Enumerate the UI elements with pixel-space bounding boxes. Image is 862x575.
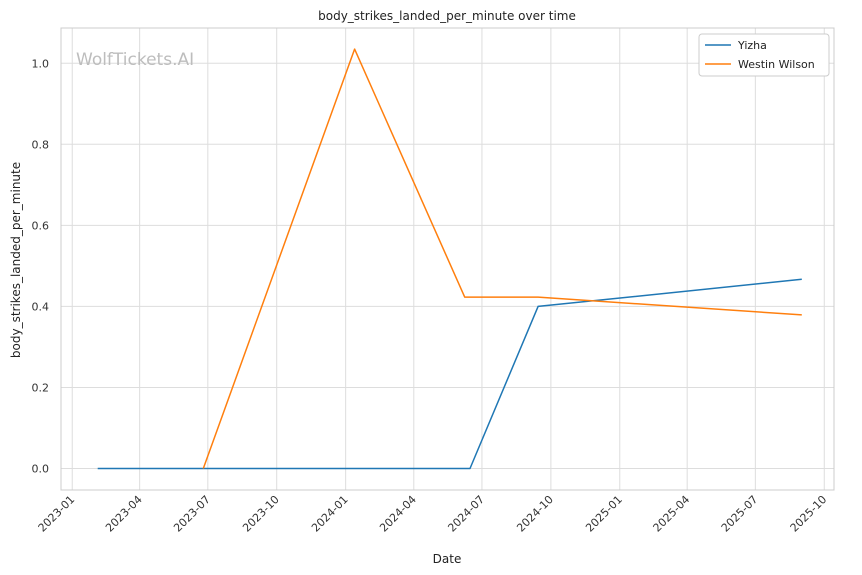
x-tick-label: 2023-01: [36, 493, 78, 535]
plot-frame: [60, 27, 835, 491]
legend: Yizha Westin Wilson: [698, 33, 830, 77]
y-tick-label: 0.8: [32, 138, 50, 151]
series-lines: [97, 48, 802, 470]
x-tick-label: 2024-04: [377, 493, 419, 535]
x-tick-labels: 2023-01 2023-04 2023-07 2023-10 2024-01 2024-…: [36, 493, 830, 535]
x-tick-label: 2024-10: [514, 493, 556, 535]
y-tick-label: 0.4: [32, 300, 50, 313]
x-tick-label: 2025-07: [719, 493, 761, 535]
legend-box: [698, 33, 830, 77]
x-axis-label: Date: [433, 552, 462, 566]
y-tick-label: 1.0: [32, 57, 50, 70]
x-tick-label: 2024-01: [309, 493, 351, 535]
x-tick-label: 2023-07: [171, 493, 213, 535]
chart-title: body_strikes_landed_per_minute over time: [318, 9, 576, 23]
y-tick-labels: 0.0 0.2 0.4 0.6 0.8 1.0: [32, 57, 50, 475]
y-tick-label: 0.6: [32, 219, 50, 232]
y-axis-label: body_strikes_landed_per_minute: [9, 162, 23, 358]
x-tick-label: 2023-04: [103, 493, 145, 535]
x-tick-label: 2023-10: [240, 493, 282, 535]
y-tick-label: 0.0: [32, 463, 50, 476]
series-line-0: [97, 278, 802, 470]
x-tick-label: 2024-07: [445, 493, 487, 535]
y-tick-label: 0.2: [32, 381, 50, 394]
x-tick-label: 2025-01: [583, 493, 625, 535]
legend-label: Yizha: [737, 39, 767, 52]
x-tick-label: 2025-04: [651, 493, 693, 535]
watermark: WolfTickets.AI: [76, 50, 194, 70]
series-line-1: [202, 48, 802, 469]
legend-label: Westin Wilson: [738, 58, 815, 71]
x-tick-label: 2025-10: [788, 493, 830, 535]
